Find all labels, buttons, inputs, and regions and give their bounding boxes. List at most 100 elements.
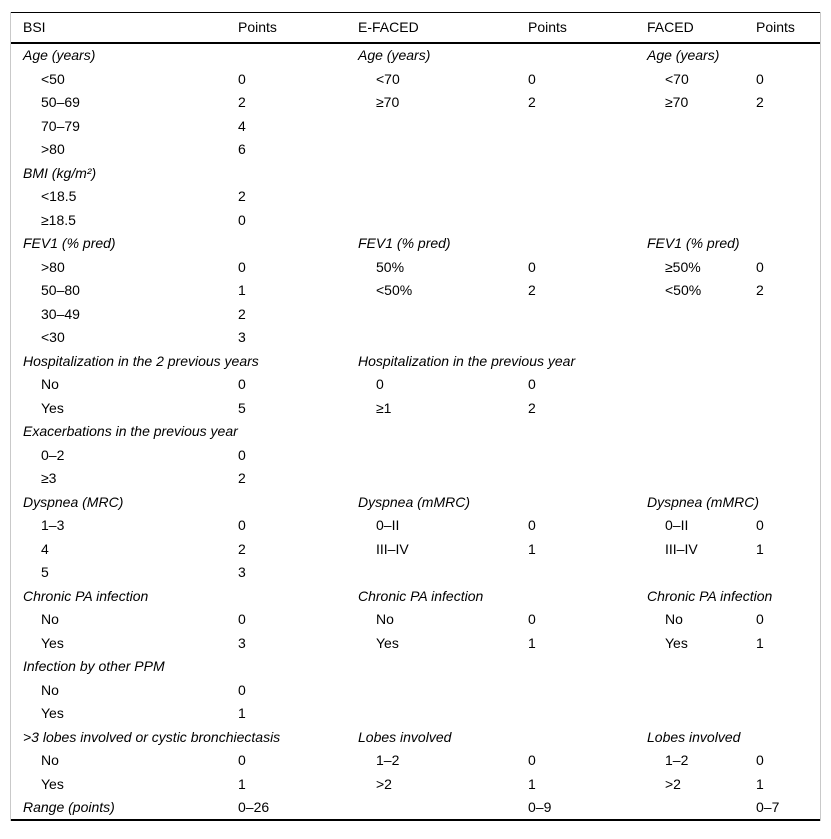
bsi-criterion-cell: <30 — [41, 329, 65, 346]
efaced-points-cell: 2 — [528, 399, 536, 416]
efaced-criterion-cell: 0–II — [376, 517, 400, 534]
bsi-criterion-cell: 5 — [41, 564, 49, 581]
table-row: 5 3 — [11, 561, 820, 585]
bsi-points-cell: 2 — [238, 540, 246, 557]
efaced-points-cell: 0 — [528, 517, 536, 534]
faced-criterion-cell: 0–II — [665, 517, 689, 534]
efaced-criterion-cell: ≥70 — [376, 94, 400, 111]
bsi-points-cell: 3 — [238, 634, 246, 651]
bsi-criterion-cell: >80 — [41, 141, 65, 158]
table-row: <50 0 <70 0 <70 0 — [11, 67, 820, 91]
table-row: BMI (kg/m²) — [11, 161, 820, 185]
efaced-points-cell: 0 — [528, 376, 536, 393]
table-body: Age (years) Age (years) Age (years) <50 … — [11, 44, 820, 821]
faced-points-cell: 0 — [756, 611, 764, 628]
column-header-faced-points: Points — [756, 19, 795, 36]
table-row: >3 lobes involved or cystic bronchiectas… — [11, 725, 820, 749]
bsi-points-cell: 2 — [238, 305, 246, 322]
faced-points-cell: 0 — [756, 70, 764, 87]
efaced-points-cell: 0 — [528, 611, 536, 628]
efaced-criterion-cell: <70 — [376, 70, 400, 87]
column-header-bsi-points: Points — [238, 19, 277, 36]
table-row: 30–49 2 — [11, 302, 820, 326]
table-row: Range (points) 0–26 0–9 0–7 — [11, 796, 820, 820]
table-row: Exacerbations in the previous year — [11, 420, 820, 444]
bsi-criterion-cell: Range (points) — [23, 799, 115, 816]
faced-points-cell: 2 — [756, 94, 764, 111]
bsi-points-cell: 0 — [238, 211, 246, 228]
table-row: 50–69 2 ≥70 2 ≥70 2 — [11, 91, 820, 115]
column-header-efaced: E-FACED — [358, 19, 419, 36]
bsi-criterion-cell: Hospitalization in the 2 previous years — [23, 352, 259, 369]
bsi-points-cell: 0 — [238, 681, 246, 698]
efaced-criterion-cell: Dyspnea (mMRC) — [358, 493, 471, 510]
efaced-points-cell: 0 — [528, 258, 536, 275]
bsi-criterion-cell: Exacerbations in the previous year — [23, 423, 238, 440]
bsi-points-cell: 2 — [238, 94, 246, 111]
faced-criterion-cell: Chronic PA infection — [647, 587, 773, 604]
faced-criterion-cell: <50% — [665, 282, 702, 299]
bsi-points-cell: 3 — [238, 564, 246, 581]
faced-points-cell: 2 — [756, 282, 764, 299]
table-row: >80 0 50% 0 ≥50% 0 — [11, 255, 820, 279]
faced-criterion-cell: Lobes involved — [647, 728, 741, 745]
efaced-criterion-cell: >2 — [376, 775, 392, 792]
faced-criterion-cell: <70 — [665, 70, 689, 87]
faced-points-cell: 1 — [756, 775, 764, 792]
efaced-points-cell: 0 — [528, 752, 536, 769]
bsi-points-cell: 3 — [238, 329, 246, 346]
bsi-points-cell: 2 — [238, 188, 246, 205]
bsi-criterion-cell: <18.5 — [41, 188, 77, 205]
bsi-criterion-cell: Yes — [41, 399, 64, 416]
efaced-criterion-cell: Hospitalization in the previous year — [358, 352, 576, 369]
bsi-criterion-cell: Dyspnea (MRC) — [23, 493, 124, 510]
table-row: Yes 3 Yes 1 Yes 1 — [11, 631, 820, 655]
efaced-criterion-cell: <50% — [376, 282, 413, 299]
table-row: No 0 — [11, 678, 820, 702]
bsi-points-cell: 1 — [238, 282, 246, 299]
bsi-criterion-cell: >80 — [41, 258, 65, 275]
table-row: 0–2 0 — [11, 443, 820, 467]
bsi-points-cell: 0 — [238, 258, 246, 275]
table-row: Yes 5 ≥1 2 — [11, 396, 820, 420]
table-row: FEV1 (% pred) FEV1 (% pred) FEV1 (% pred… — [11, 232, 820, 256]
table-row: No 0 No 0 No 0 — [11, 608, 820, 632]
bsi-criterion-cell: Infection by other PPM — [23, 658, 165, 675]
efaced-criterion-cell: Chronic PA infection — [358, 587, 484, 604]
bsi-points-cell: 0 — [238, 446, 246, 463]
bsi-criterion-cell: Yes — [41, 705, 64, 722]
table-row: >80 6 — [11, 138, 820, 162]
bsi-criterion-cell: 70–79 — [41, 117, 80, 134]
efaced-criterion-cell: 0 — [376, 376, 384, 393]
faced-criterion-cell: >2 — [665, 775, 681, 792]
bsi-criterion-cell: 50–80 — [41, 282, 80, 299]
efaced-criterion-cell: Lobes involved — [358, 728, 452, 745]
bsi-points-cell: 0 — [238, 752, 246, 769]
efaced-points-cell: 0 — [528, 70, 536, 87]
table-row: Age (years) Age (years) Age (years) — [11, 44, 820, 68]
efaced-points-cell: 2 — [528, 94, 536, 111]
table-row: Infection by other PPM — [11, 655, 820, 679]
bsi-points-cell: 1 — [238, 705, 246, 722]
faced-points-cell: 0 — [756, 517, 764, 534]
efaced-points-cell: 1 — [528, 540, 536, 557]
faced-criterion-cell: Age (years) — [647, 47, 720, 64]
table-row: Chronic PA infection Chronic PA infectio… — [11, 584, 820, 608]
bsi-criterion-cell: 1–3 — [41, 517, 65, 534]
bsi-points-cell: 1 — [238, 775, 246, 792]
efaced-points-cell: 0–9 — [528, 799, 552, 816]
faced-points-cell: 0 — [756, 752, 764, 769]
faced-points-cell: 0 — [756, 258, 764, 275]
bsi-criterion-cell: No — [41, 376, 59, 393]
faced-criterion-cell: III–IV — [665, 540, 698, 557]
bsi-criterion-cell: ≥3 — [41, 470, 57, 487]
efaced-criterion-cell: 50% — [376, 258, 405, 275]
bsi-criterion-cell: ≥18.5 — [41, 211, 76, 228]
faced-criterion-cell: ≥70 — [665, 94, 689, 111]
bsi-criterion-cell: No — [41, 752, 59, 769]
efaced-criterion-cell: 1–2 — [376, 752, 400, 769]
score-comparison-table: BSI Points E-FACED Points FACED Points A… — [10, 12, 821, 821]
bsi-criterion-cell: No — [41, 611, 59, 628]
table-row: ≥3 2 — [11, 467, 820, 491]
table-row: Yes 1 — [11, 702, 820, 726]
